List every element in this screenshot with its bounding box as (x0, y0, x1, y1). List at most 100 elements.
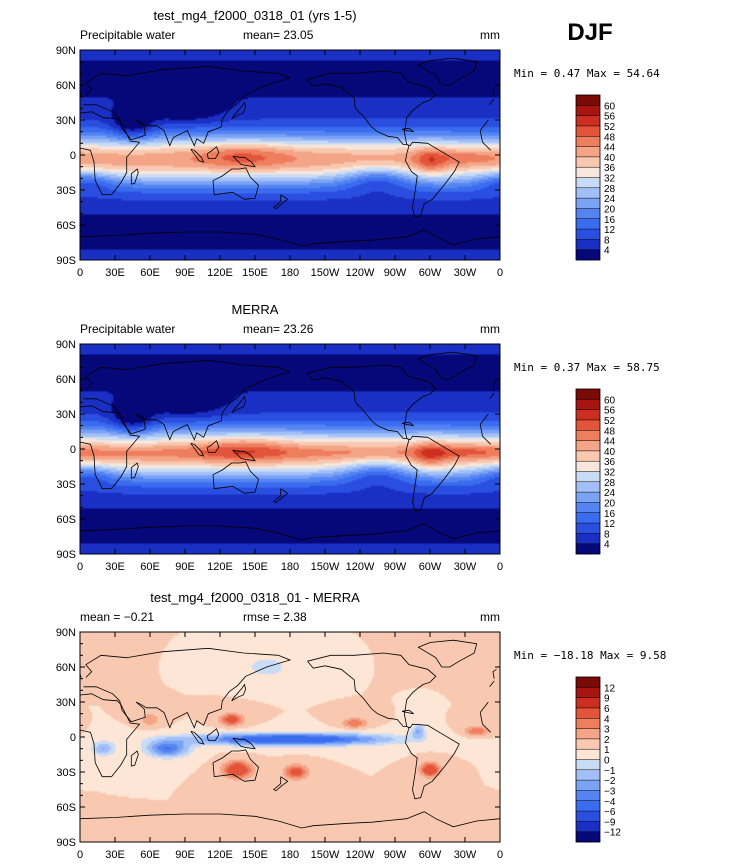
lon-tick-label: 120E (207, 849, 233, 861)
colorbar-box (576, 738, 600, 750)
colorbar-box (576, 718, 600, 729)
colorbar-label: 12 (604, 519, 616, 530)
lat-tick-label: 30S (56, 185, 76, 197)
lon-tick-label: 90W (384, 267, 407, 279)
colorbar-box (576, 177, 600, 189)
colorbar-box (576, 471, 600, 483)
colorbar-box (576, 136, 600, 147)
field-map (80, 50, 500, 260)
coast-eurasia (83, 647, 495, 729)
colorbar-box (576, 146, 600, 158)
lon-tick-label: 60W (419, 561, 442, 573)
lat-tick-label: 60N (56, 374, 76, 386)
coast-cuba (401, 127, 414, 133)
lat-tick-label: 0 (70, 444, 76, 456)
colorbar-label: 40 (604, 153, 616, 164)
coast-sumatra (190, 730, 205, 745)
coast-madagascar (130, 750, 139, 767)
coast-japan (231, 101, 247, 120)
panel-left-label: mean = −0.21 (80, 610, 154, 624)
colorbar-label: 16 (604, 215, 616, 226)
lon-tick-label: 0 (77, 561, 83, 573)
lon-tick-label: 120E (207, 561, 233, 573)
panel-center-label: mean= 23.26 (243, 322, 314, 336)
colorbar-label: 28 (604, 184, 616, 195)
coastlines (79, 351, 501, 541)
coast-antarctica (79, 229, 501, 247)
lon-tick-label: 0 (497, 267, 503, 279)
lon-tick-label: 150E (242, 849, 268, 861)
lat-tick-label: 60N (56, 662, 76, 674)
lon-tick-label: 60E (140, 849, 160, 861)
colorbar-label: −4 (604, 797, 616, 808)
lon-tick-label: 60E (140, 561, 160, 573)
colorbar-box (576, 95, 600, 106)
colorbar-label: 0 (604, 756, 610, 767)
lat-tick-label: 90S (56, 549, 76, 561)
lat-tick-label: 30S (56, 767, 76, 779)
panel-3: test_mg4_f2000_0318_01 - MERRA mean = −0.… (56, 590, 667, 861)
coast-eurasia (83, 359, 495, 441)
colorbar-label: 4 (604, 246, 610, 257)
coast-newguinea (232, 449, 256, 462)
colorbar-label: −6 (604, 807, 616, 818)
colorbar-label: 2 (604, 735, 610, 746)
lon-tick-label: 90W (384, 849, 407, 861)
coast-antarctica (79, 523, 501, 541)
colorbar-label: 36 (604, 163, 616, 174)
lon-tick-label: 150E (242, 561, 268, 573)
colorbar-label: 52 (604, 122, 616, 133)
coast-southamerica (405, 723, 460, 800)
lon-tick-label: 0 (497, 849, 503, 861)
colorbar-box (576, 419, 600, 431)
colorbar-label: 3 (604, 725, 610, 736)
colorbar-label: 36 (604, 457, 616, 468)
colorbar-box (576, 399, 600, 410)
panel-title: test_mg4_f2000_0318_01 (yrs 1-5) (153, 8, 356, 23)
coast-japan (231, 395, 247, 414)
coast-eurasia (83, 65, 495, 147)
colorbar-label: 56 (604, 406, 616, 417)
colorbar-box (576, 800, 600, 812)
colorbar-label: 20 (604, 204, 616, 215)
lon-tick-label: 180 (281, 267, 299, 279)
colorbar-label: −3 (604, 786, 616, 797)
lat-tick-label: 0 (70, 732, 76, 744)
coast-greenland (417, 639, 478, 668)
colorbar-box (576, 821, 600, 832)
panel-left-label: Precipitable water (80, 322, 175, 336)
lon-tick-label: 0 (77, 267, 83, 279)
lon-tick-label: 30E (105, 849, 125, 861)
colorbar-label: 32 (604, 468, 616, 479)
lon-tick-label: 90E (175, 561, 195, 573)
colorbar-box (576, 461, 600, 472)
colorbar-label: 60 (604, 101, 616, 112)
panel-1: test_mg4_f2000_0318_01 (yrs 1-5) Precipit… (56, 8, 660, 279)
coast-sumatra (190, 442, 205, 457)
colorbar-box (576, 492, 600, 503)
colorbar-box (576, 409, 600, 421)
lon-tick-label: 60E (140, 267, 160, 279)
colorbar-label: 48 (604, 132, 616, 143)
coast-cuba (401, 421, 414, 427)
lon-tick-label: 60W (419, 267, 442, 279)
lon-tick-label: 0 (497, 561, 503, 573)
colorbar-box (576, 543, 600, 555)
panel-title: test_mg4_f2000_0318_01 - MERRA (150, 590, 360, 605)
panel-center-label: rmse = 2.38 (243, 610, 307, 624)
panel-2: MERRA Precipitable water mean= 23.26 mm Min … (56, 302, 660, 573)
colorbar-box (576, 769, 600, 781)
colorbar-label: −9 (604, 817, 616, 828)
colorbar-box (576, 502, 600, 514)
season-label: DJF (567, 19, 612, 46)
lon-tick-label: 180 (281, 561, 299, 573)
panel-left-label: Precipitable water (80, 28, 175, 42)
coast-australia (212, 167, 259, 200)
coast-southamerica (405, 141, 460, 218)
field-map (80, 344, 500, 554)
lat-tick-label: 30N (56, 409, 76, 421)
coast-borneo (206, 728, 220, 741)
